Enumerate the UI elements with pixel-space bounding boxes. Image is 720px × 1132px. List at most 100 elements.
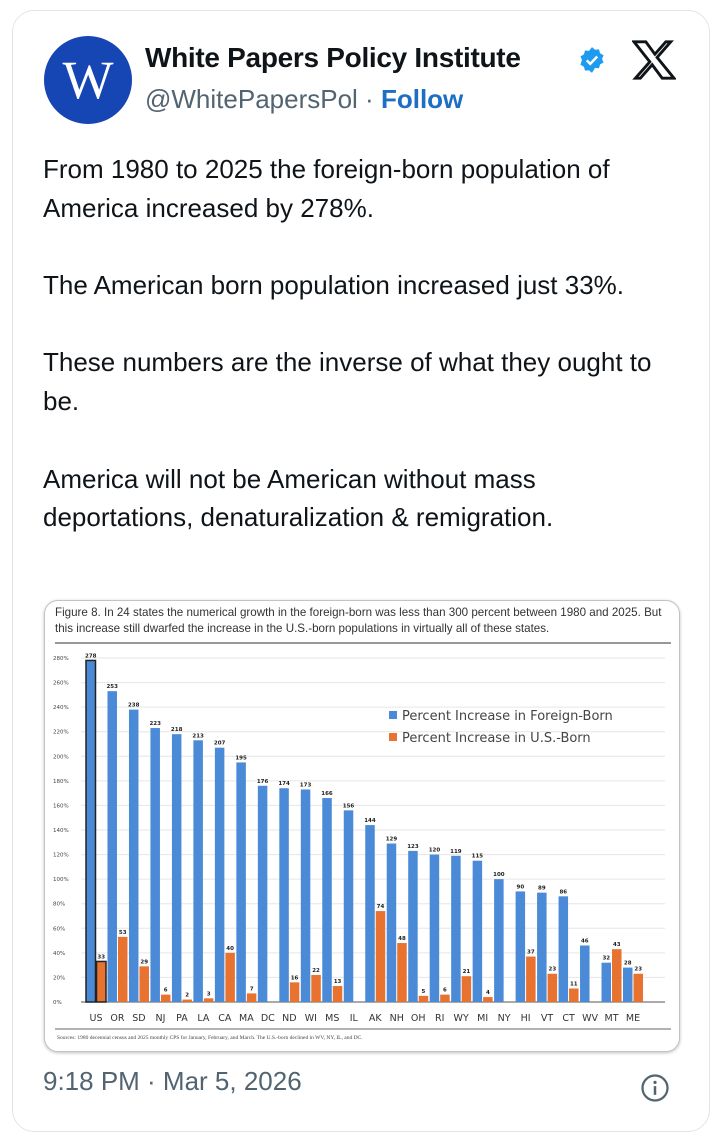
bar-us-born <box>375 911 386 1002</box>
chart-title: Figure 8. In 24 states the numerical gro… <box>55 606 662 635</box>
data-label: 89 <box>538 886 546 892</box>
bar-foreign-born <box>494 879 504 1002</box>
x-tick-label: HI <box>521 1013 531 1024</box>
bar-foreign-born <box>236 762 246 1002</box>
account-handle[interactable]: @WhitePapersPol <box>145 84 358 114</box>
data-label: 7 <box>250 986 254 992</box>
bar-us-born <box>289 982 300 1002</box>
data-label: 40 <box>226 946 234 952</box>
y-tick-label: 140% <box>53 828 69 834</box>
data-label: 176 <box>257 779 269 785</box>
data-label: 48 <box>398 936 406 942</box>
data-label: 4 <box>486 990 490 996</box>
data-label: 53 <box>119 930 127 936</box>
x-tick-label: AK <box>369 1013 382 1024</box>
bar-us-born <box>526 956 536 1002</box>
avatar-letter: W <box>62 50 114 110</box>
account-name[interactable]: White Papers Policy Institute <box>145 42 521 73</box>
data-label: 90 <box>517 884 525 890</box>
y-tick-label: 160% <box>53 803 69 809</box>
bar-foreign-born <box>300 789 311 1002</box>
legend: Percent Increase in Foreign-Born Percent… <box>389 709 613 746</box>
data-label: 23 <box>634 967 642 973</box>
bar-foreign-born <box>408 850 418 1002</box>
bar-us-born <box>182 999 192 1002</box>
x-tick-label: VT <box>541 1013 553 1024</box>
bar-foreign-born <box>193 740 203 1002</box>
data-label: 23 <box>549 967 557 973</box>
bar-foreign-born <box>386 843 397 1002</box>
bar-foreign-born <box>429 854 440 1002</box>
bar-foreign-born <box>85 659 97 1003</box>
x-tick-label: SD <box>132 1013 145 1024</box>
account-handle-row: @WhitePapersPol · Follow <box>145 84 463 115</box>
bar-foreign-born <box>279 788 289 1002</box>
bar-us-born <box>418 995 429 1002</box>
x-tick-label: MA <box>239 1013 254 1024</box>
x-tick-label: ME <box>626 1013 640 1024</box>
y-tick-label: 260% <box>53 681 69 687</box>
y-tick-label: 200% <box>53 754 69 760</box>
avatar[interactable]: W <box>44 36 132 124</box>
bar-us-born <box>139 966 149 1002</box>
data-label: 13 <box>334 979 342 985</box>
bar-us-born <box>160 994 171 1002</box>
bar-us-born <box>311 974 321 1002</box>
follow-button[interactable]: Follow <box>380 84 464 114</box>
x-tick-label: OR <box>110 1013 124 1024</box>
bar-us-born <box>440 994 450 1002</box>
x-tick-label: DC <box>261 1013 275 1024</box>
x-tick-label: PA <box>176 1013 188 1024</box>
timestamp[interactable]: 9:18 PM · Mar 5, 2026 <box>43 1066 302 1096</box>
data-label: 218 <box>171 727 183 733</box>
bar-foreign-born <box>558 896 569 1002</box>
verified-badge-icon <box>580 47 604 73</box>
data-label: 43 <box>613 942 621 948</box>
legend-swatch-us-born <box>389 733 397 741</box>
data-label: 166 <box>321 791 333 797</box>
info-icon[interactable] <box>640 1073 670 1103</box>
y-tick-label: 240% <box>53 705 69 711</box>
bar-chart: Figure 8. In 24 states the numerical gro… <box>53 606 671 1041</box>
chart-image[interactable]: Figure 8. In 24 states the numerical gro… <box>44 600 680 1052</box>
data-label: 278 <box>85 653 97 659</box>
y-tick-label: 220% <box>53 730 69 736</box>
bar-us-born <box>95 960 107 1003</box>
bar-foreign-born <box>451 855 461 1002</box>
data-label: 33 <box>97 954 105 960</box>
data-label: 213 <box>192 733 204 739</box>
data-label: 115 <box>472 854 484 860</box>
x-tick-label: US <box>90 1013 103 1024</box>
data-label: 6 <box>164 988 168 994</box>
x-tick-label: NY <box>498 1013 511 1024</box>
data-label: 195 <box>235 755 247 761</box>
separator: · <box>365 84 374 114</box>
x-tick-label: CT <box>562 1013 575 1024</box>
bar-foreign-born <box>257 785 268 1002</box>
paragraph: From 1980 to 2025 the foreign-born popul… <box>43 154 610 223</box>
bar-foreign-born <box>322 798 332 1002</box>
data-label: 207 <box>214 741 226 747</box>
bar-us-born <box>633 973 643 1002</box>
bar-us-born <box>569 988 579 1002</box>
x-tick-label: OH <box>411 1013 426 1024</box>
bar-us-born <box>117 936 128 1002</box>
x-tick-label: WV <box>582 1013 598 1024</box>
bar-foreign-born <box>214 747 225 1002</box>
data-label: 119 <box>450 849 462 855</box>
bar-foreign-born <box>150 728 160 1002</box>
x-tick-label: NH <box>390 1013 404 1024</box>
paragraph: These numbers are the inverse of what th… <box>43 347 652 417</box>
data-label: 29 <box>140 959 148 965</box>
data-label: 11 <box>570 981 578 987</box>
x-tick-label: ND <box>282 1013 296 1024</box>
x-tick-label: MI <box>477 1013 488 1024</box>
paragraph: The American born population increased j… <box>43 270 625 301</box>
legend-swatch-foreign-born <box>389 711 397 719</box>
bar-us-born <box>246 993 257 1002</box>
bar-us-born <box>547 973 558 1002</box>
x-logo-icon[interactable] <box>632 40 676 80</box>
y-tick-label: 280% <box>53 656 69 662</box>
x-tick-label: NJ <box>155 1013 165 1024</box>
bar-foreign-born <box>601 962 612 1002</box>
